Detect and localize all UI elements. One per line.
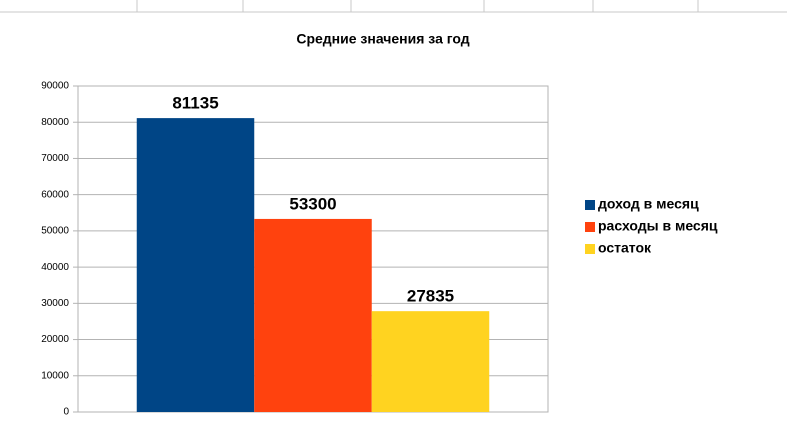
legend-label: доход в месяц	[598, 196, 699, 212]
data-label: 27835	[407, 287, 454, 306]
y-tick-label: 10000	[41, 370, 69, 381]
legend-swatch	[585, 222, 595, 232]
legend-label: расходы в месяц	[598, 218, 718, 234]
sheet-fragment	[0, 0, 787, 13]
data-label: 53300	[289, 194, 336, 213]
y-tick-label: 0	[63, 407, 69, 418]
legend-swatch	[585, 200, 595, 210]
bar	[371, 311, 490, 412]
y-tick-label: 60000	[41, 189, 69, 200]
y-tick-label: 80000	[41, 117, 69, 128]
y-tick-label: 20000	[41, 334, 69, 345]
y-tick-label: 50000	[41, 226, 69, 237]
chart-title: Средние значения за год	[296, 31, 469, 47]
data-label: 81135	[172, 94, 218, 113]
y-tick-label: 70000	[41, 153, 69, 164]
bar	[136, 118, 255, 413]
legend-swatch	[585, 244, 595, 254]
y-tick-label: 40000	[41, 262, 69, 273]
y-tick-label: 30000	[41, 298, 69, 309]
y-tick-label: 90000	[41, 81, 69, 92]
legend-label: остаток	[598, 240, 652, 256]
bar	[254, 218, 372, 412]
